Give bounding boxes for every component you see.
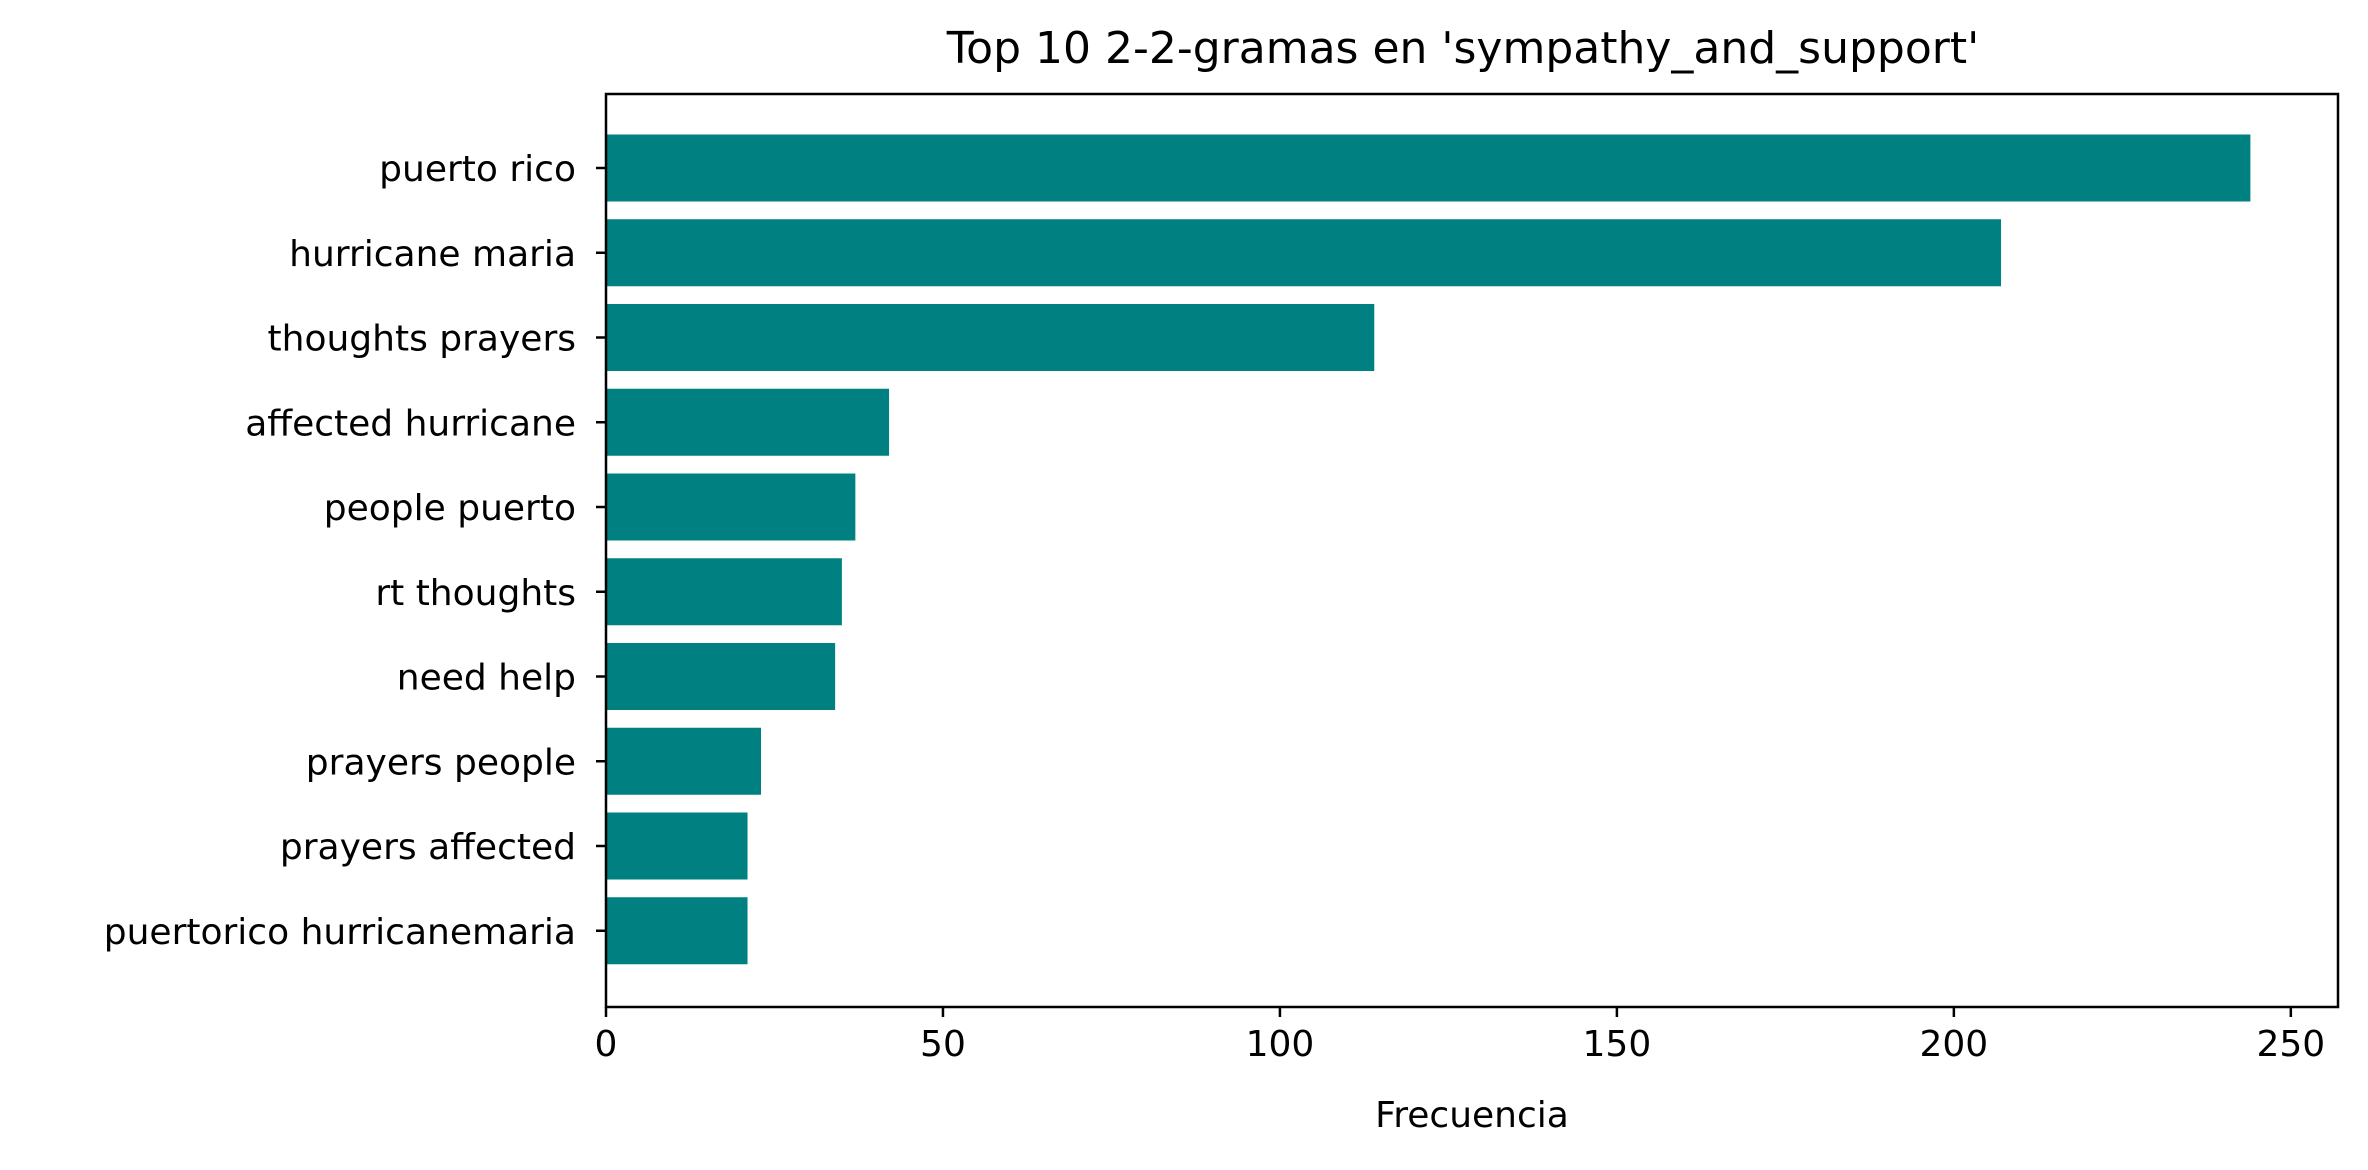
- x-tick-label: 50: [920, 1024, 966, 1065]
- y-tick-label: prayers affected: [280, 827, 576, 868]
- y-tick-label: rt thoughts: [375, 573, 576, 614]
- bar: [606, 897, 748, 965]
- x-tick-label: 0: [595, 1024, 618, 1065]
- x-tick-label: 200: [1920, 1024, 1989, 1065]
- y-axis: puerto rico hurricane maria thoughts praye…: [104, 149, 606, 953]
- x-axis-label: Frecuencia: [1375, 1095, 1569, 1136]
- y-tick-label: people puerto: [324, 488, 576, 529]
- y-tick-label: affected hurricane: [245, 403, 576, 444]
- bar: [606, 727, 762, 795]
- bar: [606, 219, 2002, 287]
- y-tick-label: thoughts prayers: [268, 319, 576, 360]
- x-tick-label: 150: [1583, 1024, 1652, 1065]
- plot-frame: [604, 92, 2340, 1009]
- y-tick-label: puertorico hurricanemaria: [104, 912, 576, 953]
- y-tick-label: need help: [397, 658, 576, 699]
- bar: [606, 134, 2251, 202]
- bar: [606, 304, 1375, 371]
- bar: [606, 388, 890, 456]
- bars-group: [606, 134, 2251, 965]
- bar: [606, 558, 842, 626]
- x-axis: 0 50 100 150 200 250: [595, 1007, 2325, 1065]
- bar: [606, 812, 748, 880]
- x-tick-label: 100: [1246, 1024, 1315, 1065]
- bar: [606, 473, 856, 541]
- chart-title: Top 10 2-2-gramas en 'sympathy_and_suppo…: [946, 23, 1979, 74]
- y-tick-label: puerto rico: [379, 149, 576, 190]
- y-tick-label: hurricane maria: [289, 234, 576, 275]
- y-tick-label: prayers people: [306, 742, 576, 783]
- x-tick-label: 250: [2256, 1024, 2325, 1065]
- bar: [606, 643, 836, 710]
